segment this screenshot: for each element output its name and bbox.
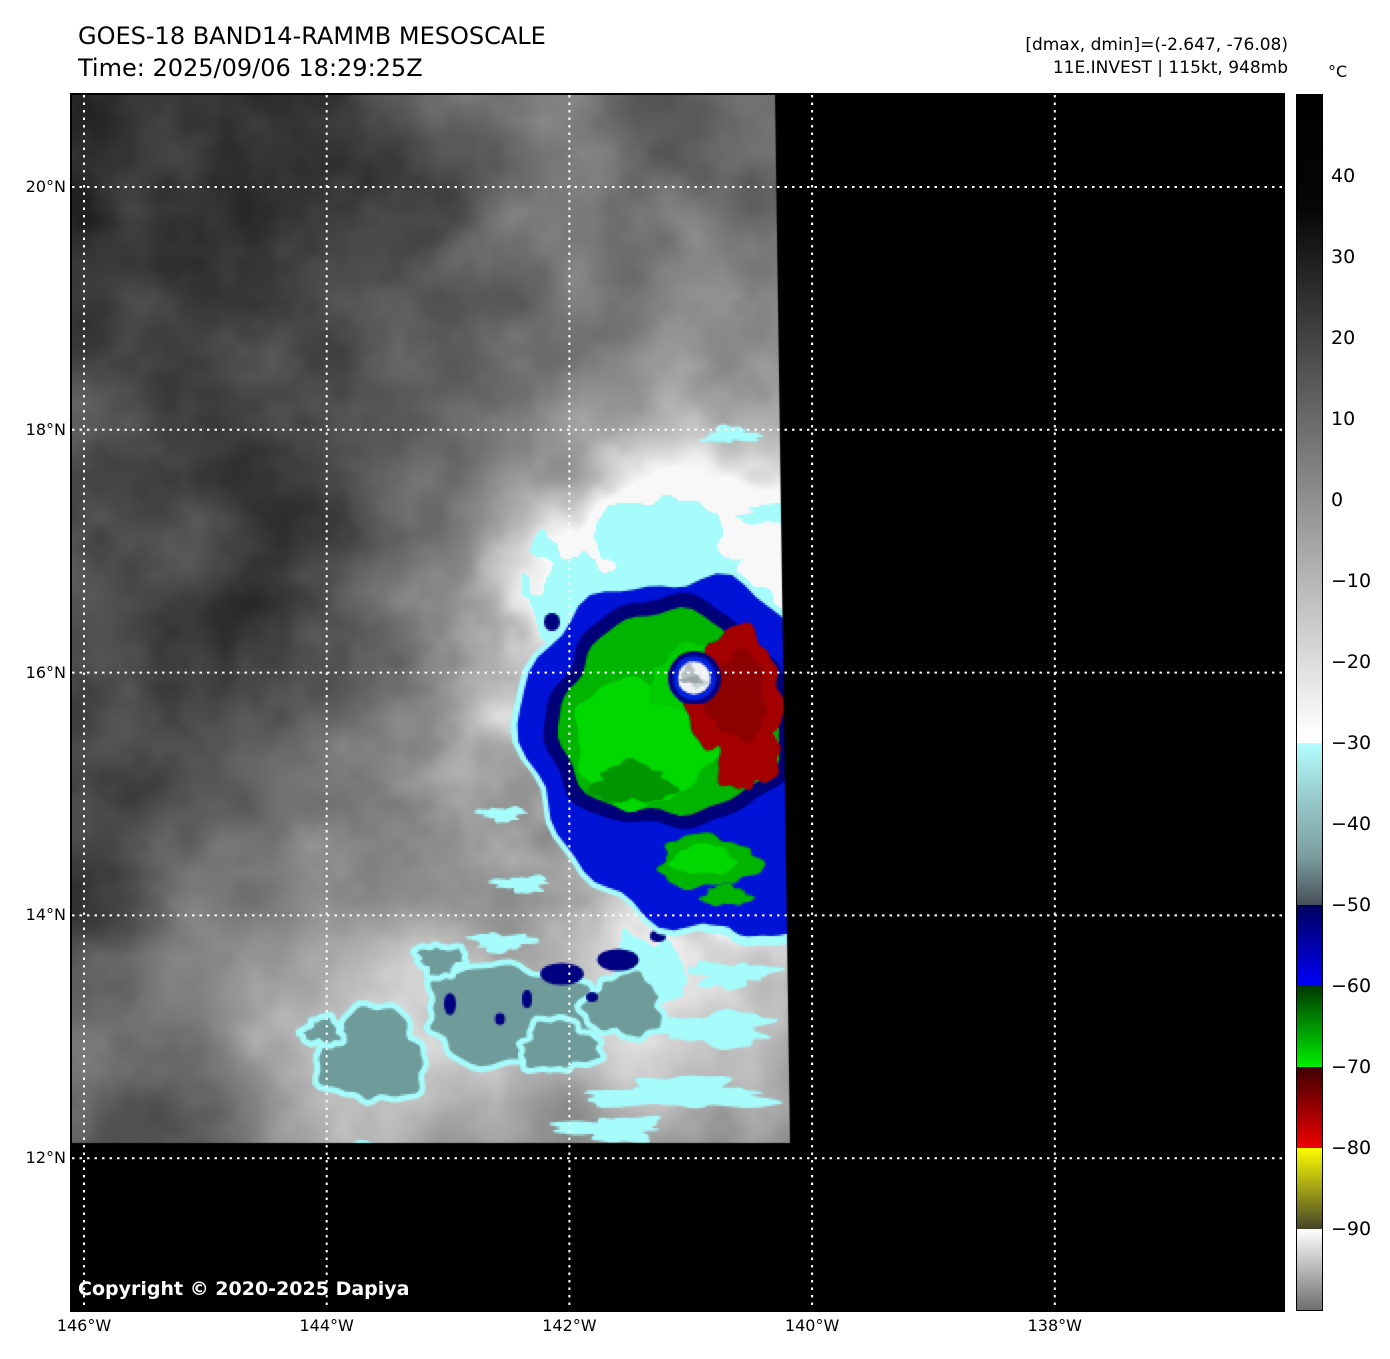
colorbar-unit-label: °C: [1328, 62, 1347, 81]
colorbar-tick-label: −30: [1331, 732, 1390, 754]
lat-tick-label: 18°N: [2, 420, 66, 440]
colorbar-tick-label: −90: [1331, 1218, 1390, 1240]
colorbar-tick-label: −70: [1331, 1056, 1390, 1078]
lat-tick-label: 12°N: [2, 1148, 66, 1168]
colorbar-tick-label: −40: [1331, 813, 1390, 835]
storm-id-annotation: 11E.INVEST | 115kt, 948mb: [1025, 57, 1288, 80]
lon-tick-label: 142°W: [524, 1316, 614, 1336]
colorbar-tick-label: 20: [1331, 327, 1390, 349]
colorbar-tick-label: 40: [1331, 165, 1390, 187]
gridlines-overlay: [72, 95, 1283, 1310]
colorbar-gradient: [1296, 94, 1323, 1311]
lon-tick-label: 144°W: [282, 1316, 372, 1336]
lat-tick-label: 16°N: [2, 663, 66, 683]
plot-area: [70, 93, 1285, 1312]
colorbar-tick-label: −60: [1331, 975, 1390, 997]
lon-tick-label: 146°W: [39, 1316, 129, 1336]
lon-tick-label: 140°W: [767, 1316, 857, 1336]
lon-tick-label: 138°W: [1010, 1316, 1100, 1336]
title-block: GOES-18 BAND14-RAMMB MESOSCALE Time: 202…: [78, 20, 546, 84]
annotation-block: [dmax, dmin]=(-2.647, -76.08) 11E.INVEST…: [1025, 34, 1288, 80]
page-title: GOES-18 BAND14-RAMMB MESOSCALE: [78, 20, 546, 52]
colorbar-tick-label: 30: [1331, 246, 1390, 268]
colorbar-tick-label: −10: [1331, 570, 1390, 592]
lat-tick-label: 20°N: [2, 177, 66, 197]
lat-tick-label: 14°N: [2, 905, 66, 925]
colorbar-tick-label: 10: [1331, 408, 1390, 430]
figure: GOES-18 BAND14-RAMMB MESOSCALE Time: 202…: [0, 0, 1390, 1359]
colorbar-tick-label: −50: [1331, 894, 1390, 916]
copyright-text: Copyright © 2020-2025 Dapiya: [78, 1278, 409, 1300]
dmax-dmin-annotation: [dmax, dmin]=(-2.647, -76.08): [1025, 34, 1288, 57]
colorbar-tick-label: −80: [1331, 1137, 1390, 1159]
colorbar-tick-label: 0: [1331, 489, 1390, 511]
colorbar-tick-label: −20: [1331, 651, 1390, 673]
time-subtitle: Time: 2025/09/06 18:29:25Z: [78, 52, 546, 84]
